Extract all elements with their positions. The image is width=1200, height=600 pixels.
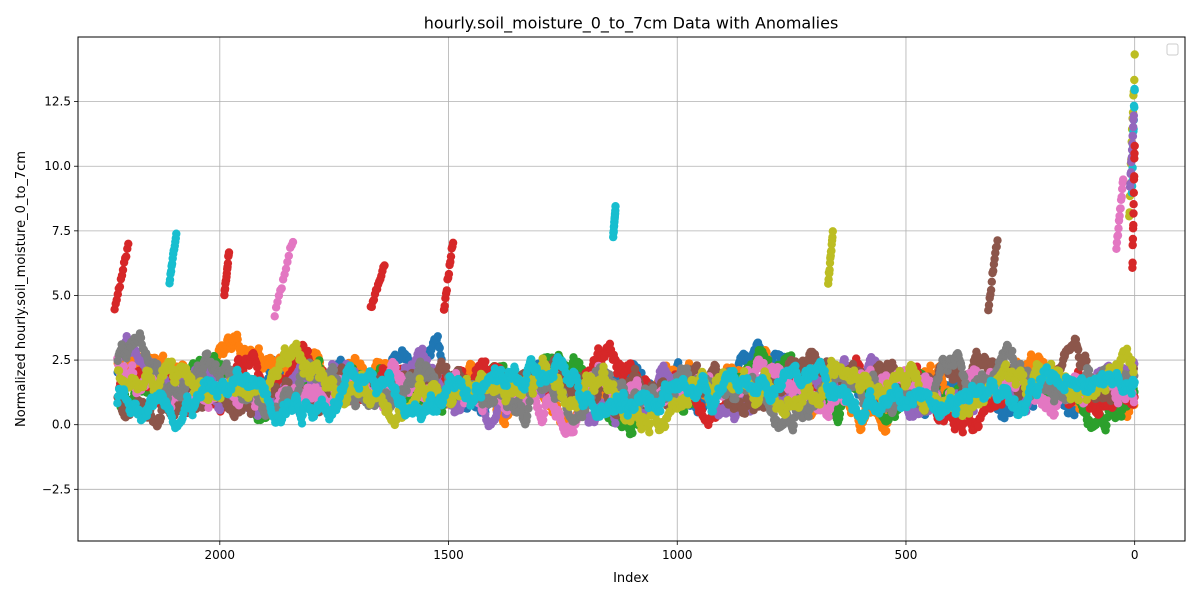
data-point	[958, 428, 967, 437]
data-point	[254, 344, 263, 353]
data-point	[674, 358, 683, 367]
data-point	[435, 343, 444, 353]
data-point	[303, 346, 312, 356]
chart-title: hourly.soil_moisture_0_to_7cm Data with …	[424, 14, 839, 34]
data-point	[336, 355, 345, 364]
data-point	[418, 344, 427, 353]
data-points	[110, 50, 1139, 439]
data-point	[1102, 421, 1111, 430]
data-point	[158, 351, 168, 360]
data-point	[926, 361, 935, 370]
data-point	[882, 426, 891, 435]
data-point	[481, 357, 490, 366]
data-point	[233, 335, 242, 344]
data-point	[835, 409, 845, 419]
data-point	[974, 422, 983, 431]
data-point	[1026, 350, 1036, 359]
data-point	[611, 419, 620, 428]
data-point	[500, 419, 510, 429]
data-point	[617, 422, 627, 432]
data-point	[253, 363, 262, 372]
grid-lines	[78, 37, 1185, 541]
data-point	[628, 428, 637, 438]
data-point	[433, 332, 442, 341]
data-point	[857, 424, 866, 434]
data-point	[1117, 412, 1126, 421]
